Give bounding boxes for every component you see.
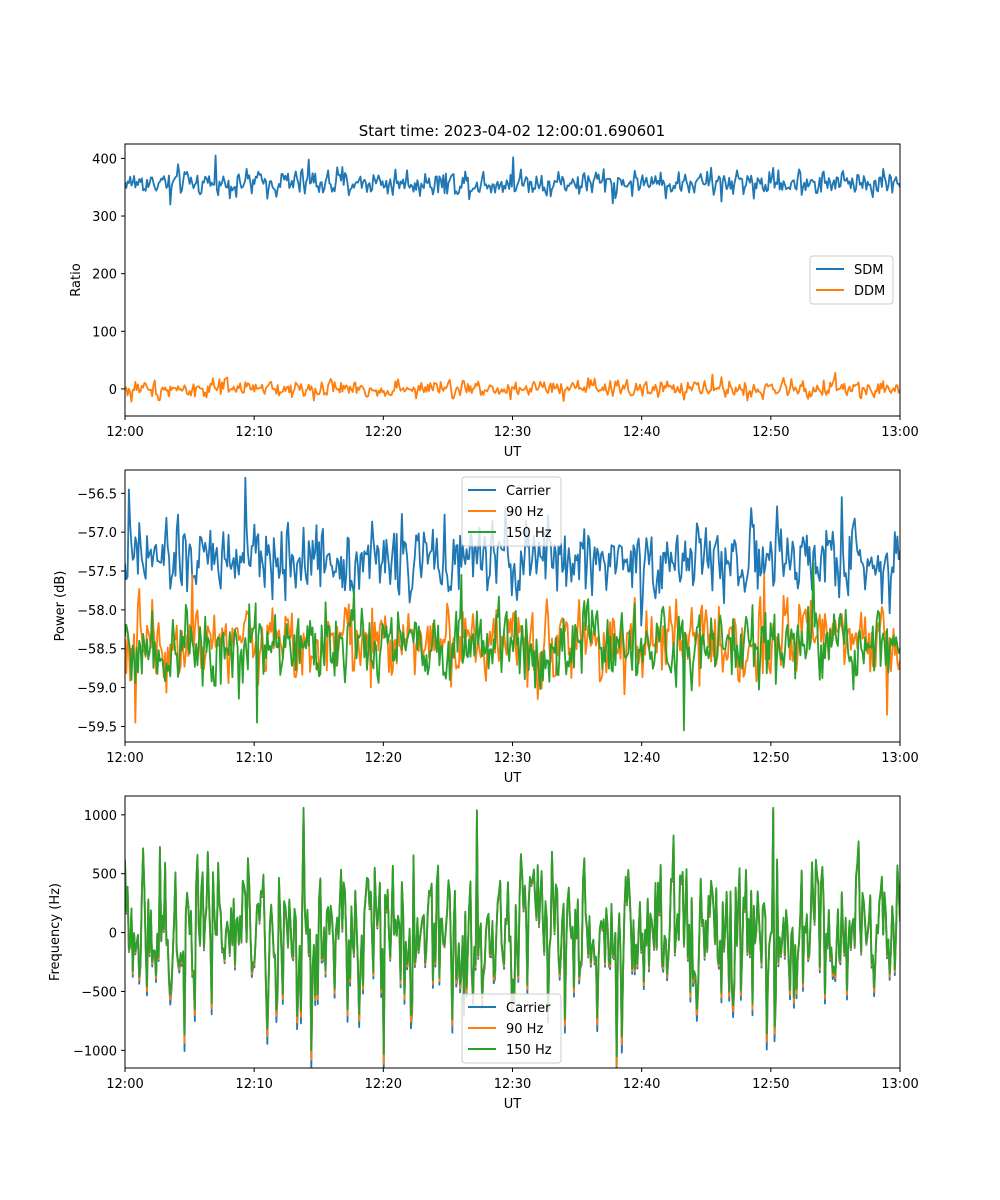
legend-entry-label: SDM <box>854 263 883 278</box>
legend-box <box>461 993 562 1064</box>
x-tick-label: 12:00 <box>106 425 143 440</box>
x-tick-label: 12:00 <box>106 1077 143 1092</box>
y-axis-label: Frequency (Hz) <box>48 883 63 981</box>
legend-entry-label: 150 Hz <box>506 1043 552 1058</box>
y-tick-label: −57.0 <box>77 526 117 541</box>
legend: Carrier 90 Hz 150 Hz <box>461 993 562 1064</box>
x-tick-label: 12:40 <box>623 1077 660 1092</box>
chart-title: Start time: 2023-04-02 12:00:01.690601 <box>359 122 665 140</box>
x-axis-label: UT <box>504 445 522 460</box>
series-line-90-hz <box>125 574 900 724</box>
x-tick-label: 12:00 <box>106 751 143 766</box>
x-tick-label: 12:50 <box>752 425 789 440</box>
x-tick-label: 13:00 <box>881 425 918 440</box>
y-tick-label: −58.5 <box>77 643 117 658</box>
frequency-panel: 12:00 12:10 12:20 12:30 12:40 12:50 13:00 1000 5… <box>48 795 919 1112</box>
y-tick-label: −500 <box>81 985 117 1000</box>
x-tick-label: 12:20 <box>365 1077 402 1092</box>
series-line-ddm <box>125 371 900 403</box>
y-tick-label: −59.5 <box>77 720 117 735</box>
y-axis-label: Power (dB) <box>53 571 68 642</box>
y-tick-label: −1000 <box>73 1044 117 1059</box>
x-tick-label: 12:20 <box>365 425 402 440</box>
x-axis-label: UT <box>504 771 522 786</box>
x-tick-label: 12:30 <box>494 1077 531 1092</box>
x-tick-label: 13:00 <box>881 1077 918 1092</box>
legend-entry-label: 90 Hz <box>506 505 543 520</box>
legend-entry-label: Carrier <box>506 484 551 499</box>
x-tick-label: 12:10 <box>235 1077 272 1092</box>
x-tick-label: 12:30 <box>494 425 531 440</box>
y-tick-label: 100 <box>92 325 117 340</box>
x-tick-label: 12:10 <box>235 425 272 440</box>
legend-box <box>461 476 562 547</box>
legend-entry-label: Carrier <box>506 1001 551 1016</box>
y-tick-label: −59.0 <box>77 682 117 697</box>
x-tick-label: 12:20 <box>365 751 402 766</box>
legend-entry-label: DDM <box>854 284 885 299</box>
x-axis-label: UT <box>504 1097 522 1112</box>
x-tick-label: 12:10 <box>235 751 272 766</box>
ratio-panel: 12:00 12:10 12:20 12:30 12:40 12:50 13:00 0 100 2… <box>69 143 919 460</box>
legend: Carrier 90 Hz 150 Hz <box>461 476 562 547</box>
y-tick-label: 500 <box>92 868 117 883</box>
y-tick-label: −56.5 <box>77 487 117 502</box>
legend: SDM DDM <box>809 255 894 305</box>
series-line-carrier <box>125 476 900 627</box>
y-tick-label: 300 <box>92 210 117 225</box>
power-panel: 12:00 12:10 12:20 12:30 12:40 12:50 13:00 −56.5… <box>53 469 919 786</box>
x-tick-label: 12:40 <box>623 751 660 766</box>
x-tick-label: 13:00 <box>881 751 918 766</box>
y-tick-label: 1000 <box>84 809 117 824</box>
legend-entry-label: 90 Hz <box>506 1022 543 1037</box>
y-tick-label: 200 <box>92 268 117 283</box>
series-line-sdm <box>125 154 900 206</box>
y-tick-label: −57.5 <box>77 565 117 580</box>
y-tick-label: 0 <box>109 927 117 942</box>
y-tick-label: 0 <box>109 383 117 398</box>
series-line-150-hz <box>125 806 900 1058</box>
y-axis-label: Ratio <box>69 263 84 296</box>
y-tick-label: 400 <box>92 152 117 167</box>
y-tick-label: −58.0 <box>77 604 117 619</box>
x-tick-label: 12:40 <box>623 425 660 440</box>
x-tick-label: 12:50 <box>752 1077 789 1092</box>
x-tick-label: 12:30 <box>494 751 531 766</box>
series-line-150-hz <box>125 562 900 732</box>
x-tick-label: 12:50 <box>752 751 789 766</box>
legend-entry-label: 150 Hz <box>506 526 552 541</box>
